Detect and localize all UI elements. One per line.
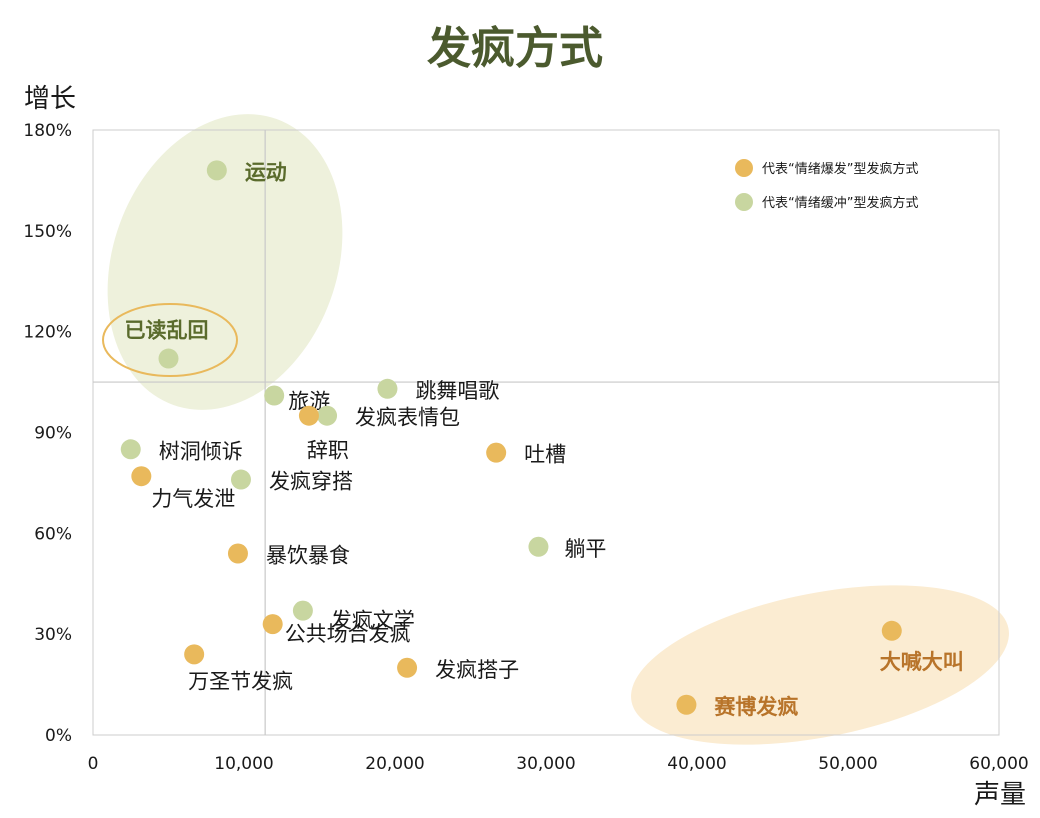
legend-label: 代表“情绪缓冲”型发疯方式: [762, 195, 918, 211]
legend-label: 代表“情绪爆发”型发疯方式: [762, 161, 918, 177]
data-point: [292, 600, 313, 621]
y-tick-label: 60%: [34, 524, 72, 544]
y-tick-labels: 0% 30% 60% 90% 120% 150% 180%: [23, 121, 72, 746]
x-axis-title: 声量: [974, 780, 1026, 810]
x-tick-label: 40,000: [667, 754, 726, 774]
y-tick-label: 30%: [34, 625, 72, 645]
x-tick-label: 60,000: [969, 754, 1028, 774]
data-point: [230, 469, 251, 490]
data-point: [131, 466, 152, 487]
point-label: 吐槽: [524, 443, 566, 467]
x-tick-labels: 0 10,000 20,000 30,000 40,000 50,000 60,000: [88, 754, 1029, 774]
plot-frame: [92, 129, 1000, 736]
highlight-ellipse-orange: [631, 585, 1009, 745]
point-label: 发疯文学: [331, 609, 415, 633]
data-point: [227, 543, 248, 564]
x-tick-label: 30,000: [516, 754, 575, 774]
legend-marker: [735, 159, 753, 177]
y-tick-label: 90%: [34, 424, 72, 444]
point-label: 赛博发疯: [713, 695, 798, 719]
data-point: [184, 644, 205, 665]
data-point: [158, 348, 179, 369]
chart-title: 发疯方式: [427, 23, 603, 74]
point-label: 万圣节发疯: [188, 669, 293, 693]
highlight-ellipse-green: [107, 114, 343, 410]
y-tick-label: 180%: [23, 121, 72, 141]
highlight-outline-yili: [102, 303, 238, 377]
point-label: 树洞倾诉: [159, 439, 243, 463]
legend-marker: [735, 193, 753, 211]
point-label: 暴饮暴食: [266, 544, 350, 568]
point-label: 力气发泄: [151, 487, 235, 511]
point-label: 大喊大叫: [880, 650, 964, 674]
x-tick-label: 0: [88, 754, 99, 774]
data-point: [397, 657, 418, 678]
data-point: [881, 620, 902, 641]
y-axis-title: 增长: [24, 84, 76, 114]
data-point: [120, 439, 141, 460]
data-point: [264, 385, 285, 406]
data-point: [377, 378, 398, 399]
y-tick-label: 150%: [23, 222, 72, 242]
data-point: [298, 405, 319, 426]
data-point: [317, 405, 338, 426]
point-label: 公共场合发疯: [285, 622, 411, 646]
point-label: 躺平: [564, 537, 606, 561]
point-label: 发疯搭子: [435, 658, 519, 682]
point-label: 已读乱回: [125, 319, 209, 343]
data-point: [528, 536, 549, 557]
data-point: [676, 694, 697, 715]
point-label: 跳舞唱歌: [415, 379, 499, 403]
x-tick-label: 10,000: [214, 754, 273, 774]
x-tick-label: 20,000: [365, 754, 424, 774]
y-tick-label: 120%: [23, 323, 72, 343]
data-point: [262, 614, 283, 635]
highlight-regions: [102, 114, 1009, 745]
point-label: 辞职: [307, 439, 349, 463]
point-label: 发疯穿搭: [269, 470, 353, 494]
point-label: 运动: [245, 160, 287, 184]
y-tick-label: 0%: [45, 726, 72, 746]
data-point: [206, 160, 227, 181]
data-point: [486, 442, 507, 463]
x-tick-label: 50,000: [818, 754, 877, 774]
point-label: 发疯表情包: [355, 406, 460, 430]
